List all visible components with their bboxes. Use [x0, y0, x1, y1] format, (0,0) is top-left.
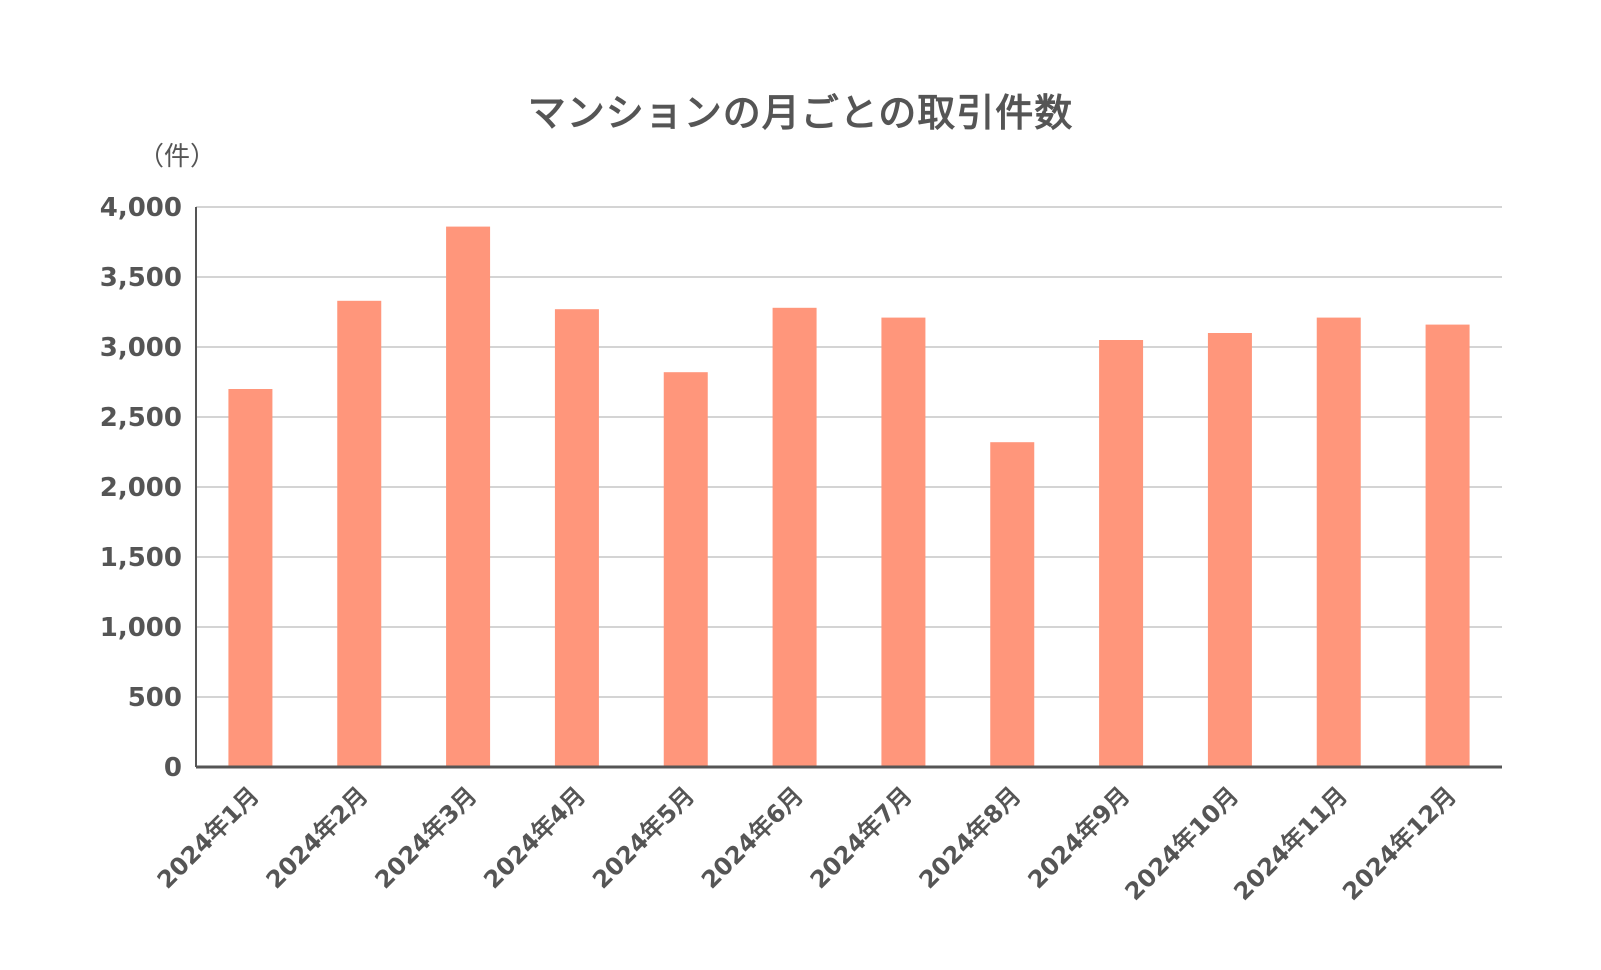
bar [772, 307, 817, 767]
x-tick-label: 2024年4月 [478, 781, 591, 894]
bar [881, 317, 926, 767]
bar [1207, 333, 1252, 767]
x-tick-label: 2024年8月 [914, 781, 1027, 894]
chart-title: マンションの月ごとの取引件数 [527, 91, 1074, 135]
bars [228, 226, 1470, 768]
bar [228, 389, 273, 767]
y-tick-label: 1,000 [100, 613, 182, 643]
y-tick-label: 2,500 [100, 403, 182, 433]
bar [337, 300, 382, 767]
y-tick-label: 3,500 [100, 263, 182, 293]
x-tick-labels: 2024年1月2024年2月2024年3月2024年4月2024年5月2024年… [152, 781, 1462, 906]
bar [446, 226, 491, 768]
y-tick-label: 1,500 [100, 543, 182, 573]
x-tick-label: 2024年9月 [1023, 781, 1136, 894]
bar [1099, 340, 1144, 767]
y-axis-unit-label: （件） [138, 142, 217, 172]
y-tick-labels: 0 500 1,000 1,500 2,000 2,500 3,000 3,500 4,000 [100, 193, 182, 783]
x-tick-label: 2024年1月 [152, 781, 265, 894]
x-tick-label: 2024年2月 [261, 781, 374, 894]
x-tick-label: 2024年11月 [1228, 781, 1353, 906]
bar [1425, 324, 1470, 767]
x-tick-label: 2024年7月 [805, 781, 918, 894]
bar [554, 309, 599, 767]
gridlines [196, 206, 1502, 698]
x-tick-label: 2024年5月 [587, 781, 700, 894]
y-tick-label: 4,000 [100, 193, 182, 223]
x-tick-label: 2024年3月 [370, 781, 483, 894]
axes [195, 207, 1502, 769]
x-tick-label: 2024年6月 [696, 781, 809, 894]
x-tick-label: 2024年12月 [1337, 781, 1462, 906]
y-tick-label: 500 [128, 683, 182, 713]
y-tick-label: 0 [164, 753, 182, 783]
bar [990, 442, 1035, 767]
bar [663, 372, 708, 767]
y-tick-label: 2,000 [100, 473, 182, 503]
bar [1316, 317, 1361, 767]
y-tick-label: 3,000 [100, 333, 182, 363]
x-tick-label: 2024年10月 [1120, 781, 1245, 906]
